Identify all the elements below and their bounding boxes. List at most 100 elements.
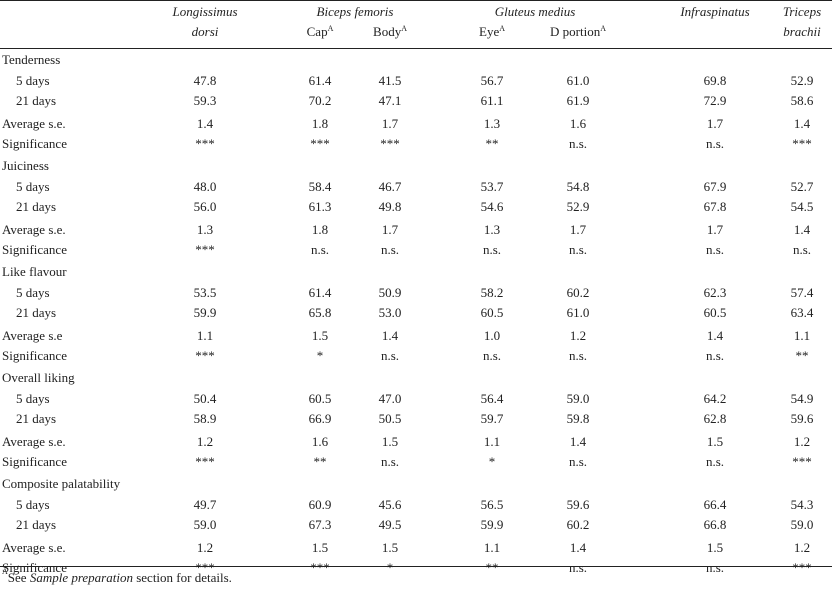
se-cell: 1.6 [311, 433, 329, 449]
table-cell: 57.4 [790, 284, 814, 300]
table-cell: 67.9 [703, 178, 727, 194]
column-subheader-label: Eye [479, 24, 500, 39]
significance-label: Significance [2, 136, 67, 152]
se-cell: 1.5 [706, 539, 724, 555]
significance-cell: n.s. [380, 348, 400, 364]
table-cell: 61.4 [308, 72, 332, 88]
se-cell: 1.5 [311, 539, 329, 555]
table-cell: 59.3 [193, 93, 217, 109]
significance-cell: n.s. [705, 454, 725, 470]
significance-cell: *** [195, 560, 215, 576]
significance-label: Significance [2, 560, 67, 576]
table-cell: 58.9 [193, 411, 217, 427]
table-cell: 59.6 [566, 496, 590, 512]
se-cell: 1.7 [569, 221, 587, 237]
row-label: 5 days [16, 496, 50, 512]
column-header-line2: brachii [783, 24, 821, 39]
table-cell: 59.7 [480, 411, 504, 427]
se-cell: 1.8 [311, 115, 329, 131]
table-cell: 59.8 [566, 411, 590, 427]
table-cell: 66.8 [703, 517, 727, 533]
significance-cell: *** [195, 136, 215, 152]
table-cell: 53.5 [193, 284, 217, 300]
se-label: Average s.e. [2, 539, 66, 555]
table-cell: 61.9 [566, 93, 590, 109]
significance-cell: * [488, 454, 496, 470]
table-cell: 60.2 [566, 284, 590, 300]
se-cell: 1.1 [793, 327, 811, 343]
section-title: Tenderness [2, 52, 61, 67]
se-cell: 1.1 [483, 539, 501, 555]
table-cell: 49.7 [193, 496, 217, 512]
se-cell: 1.5 [311, 327, 329, 343]
footnote-marker: A [2, 567, 8, 576]
significance-cell: *** [792, 560, 812, 576]
table-cell: 62.8 [703, 411, 727, 427]
column-subheader-note: A [327, 24, 334, 33]
table-cell: 59.0 [193, 517, 217, 533]
table-cell: 59.9 [480, 517, 504, 533]
table-cell: 52.9 [790, 72, 814, 88]
header-rule [0, 48, 832, 49]
table-cell: 60.5 [703, 305, 727, 321]
row-label: 5 days [16, 284, 50, 300]
table-cell: 54.3 [790, 496, 814, 512]
table-cell: 72.9 [703, 93, 727, 109]
significance-cell: ** [485, 560, 499, 576]
se-cell: 1.3 [483, 115, 501, 131]
table-cell: 52.7 [790, 178, 814, 194]
footnote-post: section for details. [132, 570, 232, 585]
se-cell: 1.5 [381, 433, 399, 449]
se-cell: 1.4 [569, 433, 587, 449]
significance-cell: *** [195, 242, 215, 258]
section-title: Juiciness [2, 158, 49, 173]
table-cell: 59.6 [790, 411, 814, 427]
significance-cell: n.s. [568, 136, 588, 152]
row-label: 21 days [16, 199, 57, 215]
bottom-rule [0, 566, 832, 567]
table-cell: 47.8 [193, 72, 217, 88]
se-cell: 1.5 [381, 539, 399, 555]
table-cell: 50.4 [193, 390, 217, 406]
se-cell: 1.1 [196, 327, 214, 343]
row-label: 5 days [16, 72, 50, 88]
significance-cell: n.s. [380, 242, 400, 258]
column-header-line2: dorsi [191, 24, 219, 39]
significance-cell: n.s. [705, 560, 725, 576]
table-cell: 41.5 [378, 72, 402, 88]
significance-cell: *** [310, 560, 330, 576]
significance-label: Significance [2, 242, 67, 258]
significance-cell: n.s. [568, 560, 588, 576]
table-cell: 67.8 [703, 199, 727, 215]
table-cell: 67.3 [308, 517, 332, 533]
table-cell: 63.4 [790, 305, 814, 321]
se-cell: 1.2 [196, 539, 214, 555]
table-cell: 59.0 [566, 390, 590, 406]
top-rule [0, 0, 832, 1]
table-cell: 56.7 [480, 72, 504, 88]
table-cell: 56.4 [480, 390, 504, 406]
se-cell: 1.4 [381, 327, 399, 343]
significance-label: Significance [2, 348, 67, 364]
se-cell: 1.2 [196, 433, 214, 449]
significance-cell: * [386, 560, 394, 576]
table-cell: 66.4 [703, 496, 727, 512]
table-cell: 66.9 [308, 411, 332, 427]
significance-cell: ** [795, 348, 809, 364]
significance-cell: n.s. [568, 454, 588, 470]
table-cell: 52.9 [566, 199, 590, 215]
significance-cell: *** [195, 454, 215, 470]
se-cell: 1.5 [706, 433, 724, 449]
se-label: Average s.e. [2, 221, 66, 237]
significance-cell: n.s. [705, 242, 725, 258]
se-cell: 1.4 [569, 539, 587, 555]
se-cell: 1.7 [381, 221, 399, 237]
se-cell: 1.2 [793, 433, 811, 449]
table-cell: 58.4 [308, 178, 332, 194]
table-cell: 61.3 [308, 199, 332, 215]
column-subheader-label: D portion [550, 24, 601, 39]
table-cell: 62.3 [703, 284, 727, 300]
table-cell: 48.0 [193, 178, 217, 194]
significance-cell: n.s. [380, 454, 400, 470]
table-cell: 61.0 [566, 72, 590, 88]
